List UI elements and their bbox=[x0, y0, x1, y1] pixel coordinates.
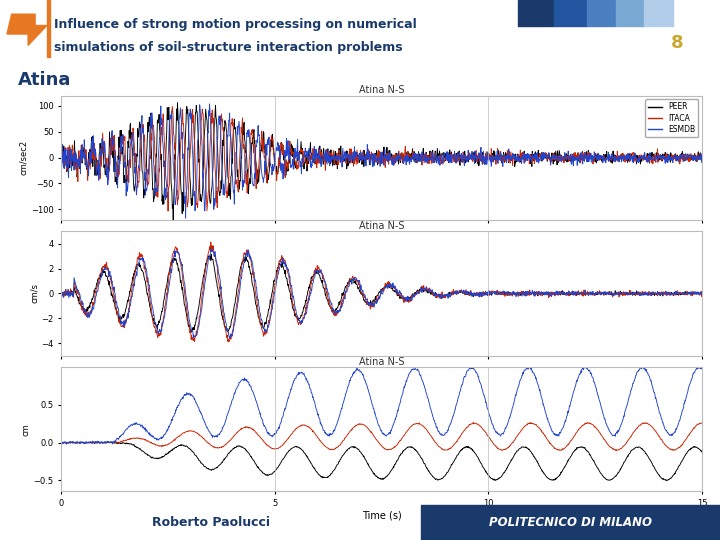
Bar bbox=[644, 0, 673, 25]
ITACA bbox=[698, 154, 706, 161]
X-axis label: Time (s): Time (s) bbox=[361, 511, 402, 521]
Text: Atina: Atina bbox=[18, 71, 71, 90]
ESMDB bbox=[343, 152, 351, 159]
Text: Influence of strong motion processing on numerical: Influence of strong motion processing on… bbox=[54, 18, 417, 31]
ESMDB bbox=[205, 100, 214, 107]
PEER bbox=[173, 99, 181, 106]
Bar bbox=[518, 0, 554, 25]
PEER bbox=[423, 157, 431, 163]
ESMDB bbox=[132, 186, 141, 193]
ITACA bbox=[107, 149, 115, 156]
ITACA bbox=[163, 208, 172, 214]
Bar bbox=[554, 0, 587, 25]
ITACA bbox=[168, 103, 176, 110]
Bar bbox=[421, 505, 720, 540]
Y-axis label: cm: cm bbox=[22, 423, 31, 436]
PEER bbox=[354, 153, 363, 159]
Y-axis label: cm/sec2: cm/sec2 bbox=[19, 140, 28, 175]
Title: Atina N-S: Atina N-S bbox=[359, 221, 405, 231]
ESMDB bbox=[423, 155, 431, 161]
Title: Atina N-S: Atina N-S bbox=[359, 356, 405, 367]
Legend: PEER, ITACA, ESMDB: PEER, ITACA, ESMDB bbox=[645, 99, 698, 137]
Y-axis label: cm/s: cm/s bbox=[30, 284, 39, 303]
Line: ITACA: ITACA bbox=[61, 106, 702, 211]
Polygon shape bbox=[7, 14, 47, 45]
Line: PEER: PEER bbox=[61, 103, 702, 222]
PEER bbox=[169, 219, 178, 225]
Bar bbox=[587, 0, 616, 25]
ESMDB bbox=[354, 157, 363, 164]
PEER bbox=[132, 151, 141, 157]
ITACA bbox=[132, 168, 141, 175]
Text: POLITECNICO DI MILANO: POLITECNICO DI MILANO bbox=[489, 516, 652, 529]
ITACA bbox=[343, 153, 351, 160]
Text: simulations of soil-structure interaction problems: simulations of soil-structure interactio… bbox=[54, 41, 402, 54]
Text: Roberto Paolucci: Roberto Paolucci bbox=[152, 516, 269, 529]
ITACA bbox=[330, 159, 338, 166]
PEER bbox=[107, 137, 115, 144]
ESMDB bbox=[698, 157, 706, 164]
Bar bbox=[47, 0, 50, 57]
ITACA bbox=[354, 153, 363, 159]
PEER bbox=[330, 161, 338, 168]
ESMDB bbox=[181, 215, 190, 221]
PEER bbox=[698, 153, 706, 159]
Title: Atina N-S: Atina N-S bbox=[359, 85, 405, 95]
ITACA bbox=[423, 153, 431, 160]
ESMDB bbox=[57, 168, 66, 174]
ESMDB bbox=[107, 148, 115, 154]
Text: 8: 8 bbox=[670, 33, 683, 51]
PEER bbox=[57, 151, 66, 157]
PEER bbox=[343, 149, 351, 156]
Line: ESMDB: ESMDB bbox=[61, 104, 702, 218]
Bar bbox=[616, 0, 644, 25]
ESMDB bbox=[330, 154, 338, 161]
ITACA bbox=[57, 149, 66, 156]
